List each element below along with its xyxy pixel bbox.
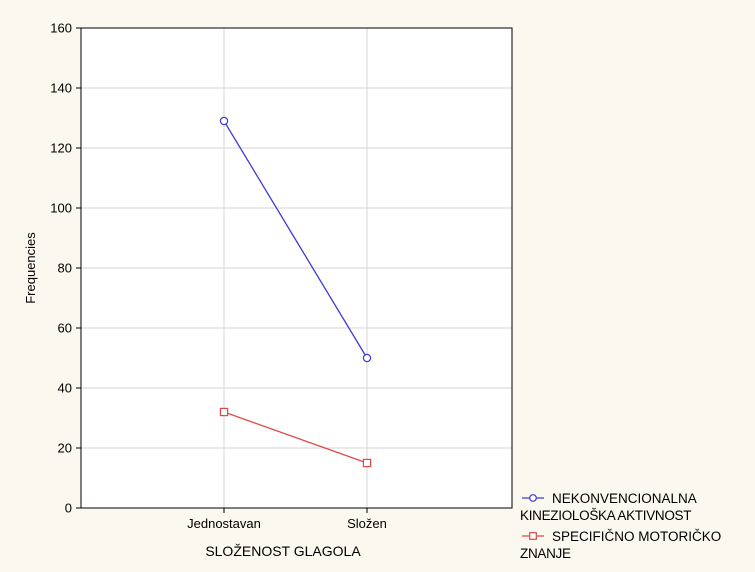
x-axis: Jednostavan Složen: [187, 508, 387, 531]
legend-label: SPECIFIČNO MOTORIČKO: [552, 529, 721, 544]
y-axis-title: Frequencies: [23, 232, 38, 304]
legend: NEKONVENCIONALNA KINEZIOLOŠKA AKTIVNOST SP…: [520, 491, 721, 561]
y-tick-label: 40: [58, 381, 72, 396]
y-tick-label: 0: [65, 501, 72, 516]
y-tick-label: 60: [58, 321, 72, 336]
series-layer: [219, 116, 372, 468]
x-tick-label: Jednostavan: [187, 516, 261, 531]
y-tick-label: 100: [50, 201, 72, 216]
data-point: [219, 407, 229, 417]
data-point: [362, 458, 372, 468]
legend-label: KINEZIOLOŠKA AKTIVNOST: [520, 508, 691, 523]
y-tick-label: 140: [50, 81, 72, 96]
grid-layer: [81, 28, 512, 508]
y-axis: 0 20 40 60 80 100 120 140 160: [50, 21, 81, 516]
legend-marker: [529, 532, 537, 540]
series-line-2: [223, 411, 368, 464]
legend-label: ZNANJE: [520, 546, 571, 561]
y-tick-label: 120: [50, 141, 72, 156]
y-tick-label: 160: [50, 21, 72, 36]
x-tick-label: Složen: [347, 516, 387, 531]
x-axis-title: SLOŽENOST GLAGOLA: [205, 543, 361, 559]
legend-label: NEKONVENCIONALNA: [552, 491, 697, 506]
y-tick-label: 20: [58, 441, 72, 456]
series-line-1: [223, 120, 368, 359]
y-tick-label: 80: [58, 261, 72, 276]
data-point: [219, 116, 229, 126]
data-point: [362, 353, 372, 363]
legend-marker: [529, 494, 537, 502]
